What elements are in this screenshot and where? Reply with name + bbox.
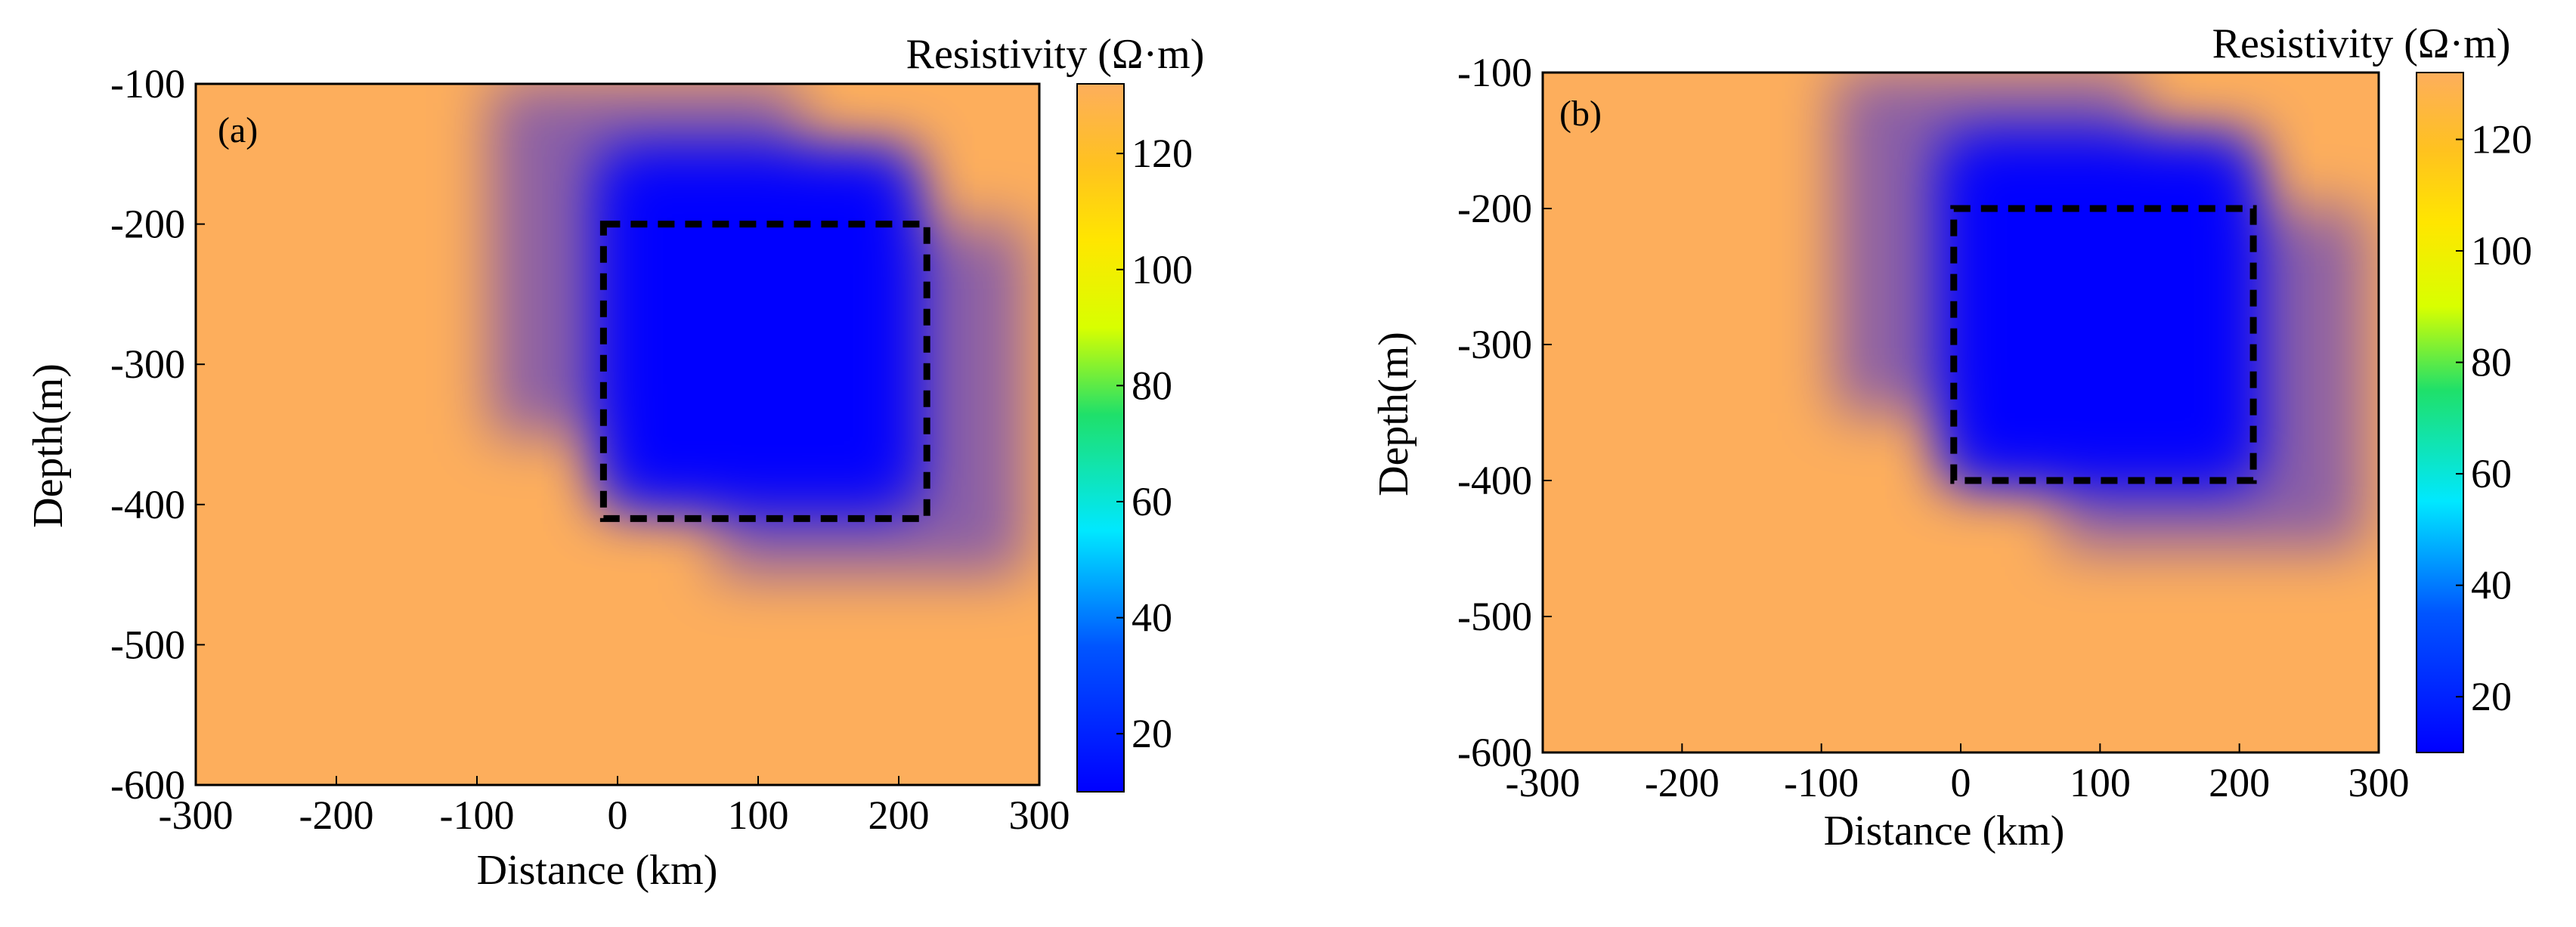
colorbar-tick-label: 100 [2471, 228, 2532, 273]
y-tick-label: -400 [1457, 458, 1532, 503]
colorbar-title-b: Resistivity (Ω·m) [2212, 20, 2511, 67]
colorbar-tick-label: 100 [1132, 247, 1193, 292]
x-tick-label: 0 [608, 793, 628, 838]
x-tick-label: 200 [2209, 760, 2270, 805]
y-tick-label: -500 [1457, 594, 1532, 639]
anomaly-core [1946, 141, 2254, 480]
x-tick-label: 300 [2348, 760, 2410, 805]
x-axis-label-b: Distance (km) [1824, 808, 2065, 854]
colorbar-tick-label: 20 [1132, 711, 1172, 756]
y-tick-label: -100 [110, 61, 185, 107]
plot-area-b [1541, 71, 2380, 754]
colorbar-title-a: Resistivity (Ω·m) [906, 31, 1205, 78]
colorbar-tick-label: 40 [2471, 563, 2512, 608]
colorbar-tick-label: 60 [2471, 451, 2512, 496]
y-tick-label: -100 [1457, 50, 1532, 95]
colorbar-tick-label: 80 [1132, 363, 1172, 408]
y-tick-label: -300 [110, 341, 185, 387]
panel-label-b: (b) [1559, 94, 1602, 134]
x-tick-label: -300 [1506, 760, 1581, 805]
x-ticks-b: -300 -200 -100 0 100 200 300 [1506, 743, 2410, 805]
x-tick-label: 100 [728, 793, 789, 838]
y-axis-label-a: Depth(m) [25, 363, 72, 528]
x-tick-label: -200 [1645, 760, 1720, 805]
true-body-outline [599, 221, 930, 522]
x-axis-label-a: Distance (km) [477, 847, 718, 894]
true-body-outline [1950, 205, 2257, 484]
y-ticks-b: -600 -500 -400 -300 -200 -100 [1457, 50, 1552, 775]
colorbar-tick-label: 120 [2471, 117, 2532, 162]
y-ticks-a: -600 -500 -400 -300 -200 -100 [110, 61, 205, 808]
y-tick-label: -200 [1457, 186, 1532, 231]
x-ticks-a: -300 -200 -100 0 100 200 300 [159, 776, 1070, 838]
colorbar-tick-label: 20 [2471, 674, 2512, 719]
colorbar-gradient [2416, 72, 2464, 753]
x-tick-label: 0 [1951, 760, 1971, 805]
y-tick-label: -400 [110, 482, 185, 527]
y-tick-label: -200 [110, 202, 185, 247]
y-tick-label: -300 [1457, 322, 1532, 367]
colorbar-gradient [1076, 83, 1125, 793]
panel-b: (b) Resistivity (Ω·m) Distance (km) Dept… [1370, 20, 2532, 854]
y-tick-label: -500 [110, 622, 185, 667]
x-tick-label: 100 [2070, 760, 2131, 805]
colorbar-tick-label: 60 [1132, 479, 1172, 524]
colorbar-tick-label: 40 [1132, 595, 1172, 641]
x-tick-label: -100 [1784, 760, 1859, 805]
x-tick-label: -200 [299, 793, 374, 838]
x-tick-label: -300 [159, 793, 234, 838]
y-axis-label-b: Depth(m) [1370, 332, 1417, 496]
x-tick-label: 200 [868, 793, 930, 838]
colorbar-tick-label: 80 [2471, 340, 2512, 385]
y-tick-label: -600 [1457, 730, 1532, 775]
anomaly-core [603, 153, 913, 505]
colorbar-a: 20 40 60 80 100 120 [1076, 83, 1193, 793]
y-tick-label: -600 [110, 762, 185, 808]
colorbar-b: 20 40 60 80 100 120 [2416, 72, 2532, 753]
panel-a: (a) Resistivity (Ω·m) Distance (km) Dept… [25, 31, 1204, 894]
x-tick-label: 300 [1009, 793, 1070, 838]
plot-area-a [194, 82, 1041, 786]
colorbar-tick-label: 120 [1132, 131, 1193, 176]
heatmap-field [196, 84, 1039, 785]
x-tick-label: -100 [440, 793, 515, 838]
panel-label-a: (a) [218, 110, 258, 150]
heatmap-field [1543, 73, 2379, 752]
